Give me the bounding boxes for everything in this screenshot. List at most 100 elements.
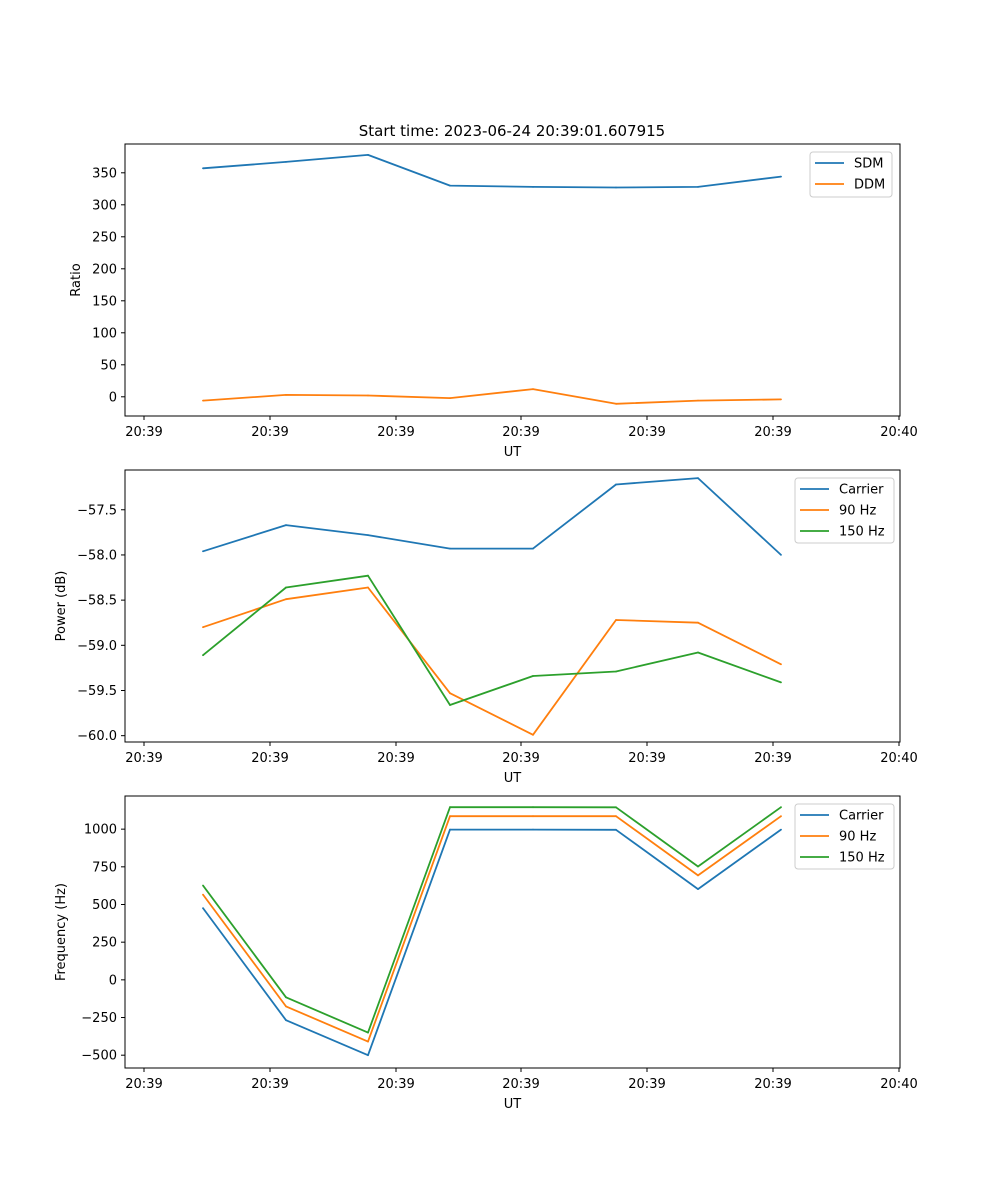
legend-label: SDM — [854, 157, 883, 172]
data-point-carrier — [449, 828, 451, 831]
y-tick-label: −250 — [81, 1011, 117, 1026]
data-point-sdm — [615, 186, 617, 189]
x-tick-label: 20:39 — [502, 425, 539, 440]
series-line-150-hz — [202, 574, 782, 706]
axes-frame — [124, 795, 901, 1069]
data-point-carrier — [780, 828, 782, 831]
series-line-carrier — [202, 477, 782, 556]
y-tick-label: 50 — [100, 358, 117, 373]
data-point-carrier — [367, 534, 369, 536]
legend: Carrier 90 Hz 150 Hz — [794, 477, 895, 544]
data-point-150-hz — [780, 681, 782, 684]
data-point-carrier — [449, 547, 451, 550]
data-point-ddm — [367, 394, 369, 397]
x-tick-label: 20:39 — [251, 1077, 288, 1092]
subplot-3: 20:39 20:39 20:39 20:39 20:39 20:39 20:40 −500 −… — [54, 795, 918, 1112]
data-point-150-hz — [285, 996, 287, 999]
y-tick-label: −60.0 — [77, 729, 117, 744]
data-point-150-hz — [449, 704, 451, 706]
data-point-90-hz — [615, 815, 617, 818]
data-point-90-hz — [532, 815, 534, 818]
data-point-90-hz — [615, 619, 617, 621]
data-point-sdm — [532, 186, 534, 188]
data-point-carrier — [285, 524, 287, 526]
series-line-carrier — [202, 828, 782, 1057]
data-point-150-hz — [202, 654, 204, 657]
y-tick-label: 100 — [92, 326, 117, 341]
legend: SDM DDM — [809, 151, 893, 198]
series-line-150-hz — [202, 806, 782, 1034]
data-point-carrier — [532, 828, 534, 831]
y-tick-label: 0 — [109, 973, 117, 988]
y-tick-label: 300 — [92, 198, 117, 213]
data-point-150-hz — [615, 670, 617, 673]
y-tick-label: −59.5 — [77, 684, 117, 699]
series-line-90-hz — [202, 815, 782, 1043]
data-point-150-hz — [532, 675, 534, 677]
x-tick-label: 20:39 — [502, 1077, 539, 1092]
data-point-150-hz — [780, 806, 782, 809]
y-tick-label: −59.0 — [77, 639, 117, 654]
data-point-90-hz — [697, 621, 699, 624]
x-tick-label: 20:39 — [251, 425, 288, 440]
x-tick-label: 20:39 — [628, 425, 665, 440]
data-point-150-hz — [532, 806, 534, 809]
y-tick-label: 250 — [92, 230, 117, 245]
data-point-90-hz — [449, 815, 451, 818]
x-tick-label: 20:39 — [377, 425, 414, 440]
data-point-ddm — [532, 388, 534, 390]
data-point-sdm — [202, 167, 204, 170]
data-point-carrier — [367, 1054, 369, 1057]
data-point-150-hz — [285, 586, 287, 589]
subplot-2: 20:39 20:39 20:39 20:39 20:39 20:39 20:40 −60.0… — [54, 469, 918, 786]
data-point-90-hz — [780, 663, 782, 666]
y-tick-label: 350 — [92, 166, 117, 181]
x-tick-label: 20:39 — [251, 751, 288, 766]
y-tick-label: −58.5 — [77, 594, 117, 609]
data-point-150-hz — [367, 1031, 369, 1034]
y-tick-label: −58.0 — [77, 548, 117, 563]
x-tick-label: 20:39 — [125, 751, 162, 766]
data-point-90-hz — [285, 598, 287, 601]
axes-frame — [124, 469, 901, 743]
legend-label: DDM — [854, 178, 885, 193]
data-point-150-hz — [202, 884, 204, 887]
data-point-sdm — [449, 184, 451, 187]
data-point-ddm — [449, 397, 451, 399]
axes-frame — [124, 143, 901, 417]
data-point-carrier — [532, 547, 534, 550]
data-point-90-hz — [449, 692, 451, 695]
data-point-150-hz — [449, 806, 451, 809]
series-line-90-hz — [202, 586, 782, 736]
legend-box — [794, 477, 895, 544]
y-tick-label: 150 — [92, 294, 117, 309]
legend-label: 90 Hz — [839, 504, 876, 519]
data-point-carrier — [202, 907, 204, 909]
series-line-sdm — [202, 153, 782, 189]
x-tick-label: 20:39 — [125, 1077, 162, 1092]
data-point-ddm — [697, 399, 699, 402]
x-tick-label: 20:39 — [628, 1077, 665, 1092]
data-point-90-hz — [202, 893, 204, 896]
data-point-90-hz — [780, 815, 782, 818]
x-tick-label: 20:39 — [377, 751, 414, 766]
x-tick-label: 20:39 — [377, 1077, 414, 1092]
y-axis-label: Power (dB) — [54, 571, 69, 642]
figure-title: Start time: 2023-06-24 20:39:01.607915 — [359, 122, 665, 140]
y-tick-label: 1000 — [84, 823, 117, 838]
legend: Carrier 90 Hz 150 Hz — [794, 803, 895, 870]
data-point-ddm — [285, 394, 287, 396]
y-tick-label: 250 — [92, 936, 117, 951]
data-point-150-hz — [697, 651, 699, 654]
x-tick-label: 20:40 — [880, 1077, 917, 1092]
data-point-150-hz — [367, 574, 369, 577]
data-point-90-hz — [202, 626, 204, 629]
legend-box — [794, 803, 895, 870]
data-point-90-hz — [367, 1040, 369, 1043]
data-point-carrier — [285, 1019, 287, 1022]
data-point-90-hz — [285, 1005, 287, 1008]
series-line-ddm — [202, 388, 782, 405]
x-tick-label: 20:40 — [880, 425, 917, 440]
data-point-carrier — [780, 554, 782, 556]
data-point-90-hz — [697, 874, 699, 877]
